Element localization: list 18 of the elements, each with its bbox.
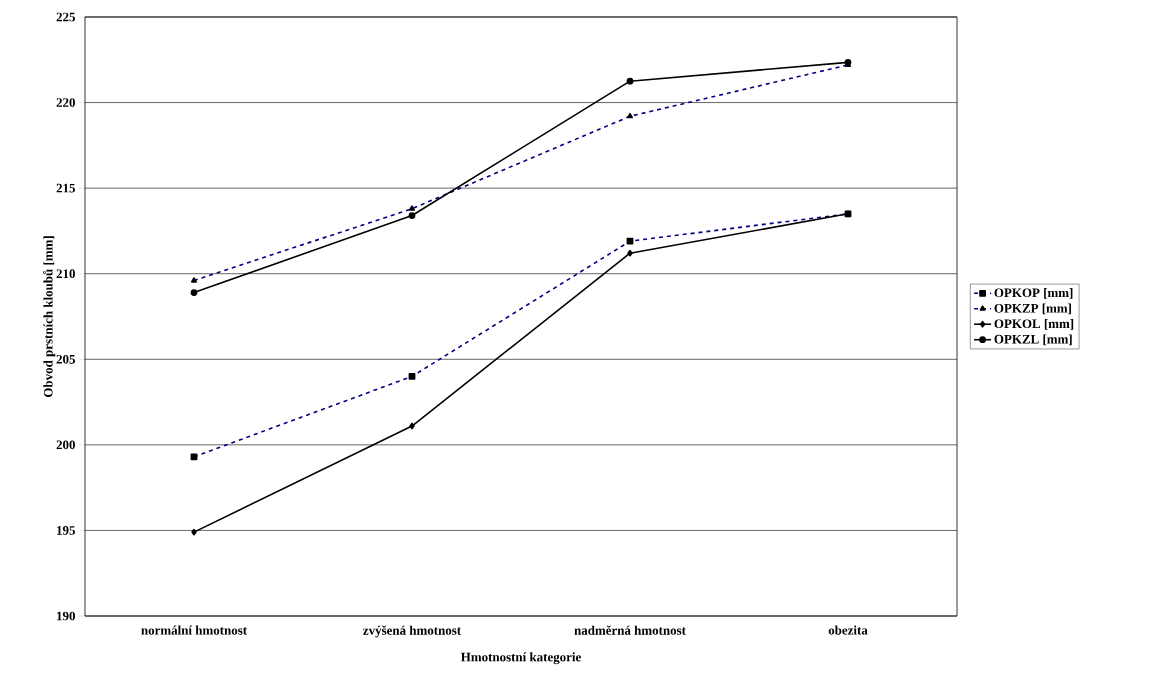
y-axis-title: Obvod prstních kloubů [mm] (43, 236, 56, 398)
y-tick-label: 190 (57, 611, 75, 621)
y-tick-label: 200 (56, 440, 75, 450)
legend-label: OPKZL [mm] (994, 334, 1072, 346)
y-tick-label: 225 (56, 12, 75, 22)
y-tick-label: 215 (56, 183, 75, 193)
x-tick-label: obezita (828, 625, 868, 635)
y-tick-label: 210 (56, 269, 75, 279)
x-tick-label: zvýšená hmotnost (363, 625, 462, 638)
y-tick-label: 205 (56, 354, 75, 364)
y-tick-label: 220 (56, 98, 75, 107)
x-tick-label: normální hmotnost (141, 625, 247, 635)
legend-label: OPKZP [mm] (994, 303, 1071, 315)
legend-label: OPKOP [mm] (994, 288, 1073, 299)
x-axis-title: Hmotnostní kategorie (460, 652, 581, 665)
legend-label: OPKOL [mm] (994, 318, 1074, 330)
x-tick-label: nadměrná hmotnost (574, 625, 686, 635)
y-tick-label: 195 (57, 526, 75, 535)
